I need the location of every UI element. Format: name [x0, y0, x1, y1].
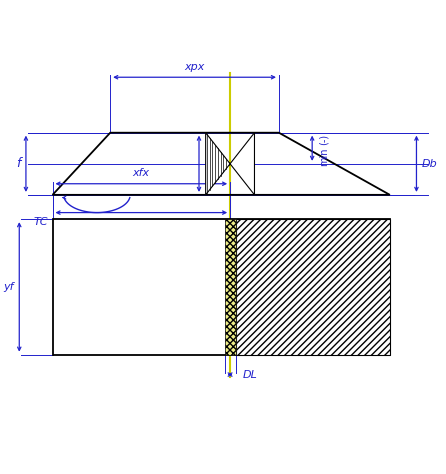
Text: min: min	[319, 148, 329, 166]
Text: (+)xom: (+)xom	[209, 147, 218, 181]
Text: xpx: xpx	[184, 62, 205, 72]
Text: yf: yf	[4, 282, 14, 292]
Polygon shape	[206, 133, 230, 195]
Text: xfx: xfx	[133, 168, 150, 178]
Text: Db: Db	[422, 159, 438, 169]
Polygon shape	[230, 133, 255, 195]
Bar	[235, 219, 390, 355]
Text: (-): (-)	[319, 134, 329, 145]
Bar	[224, 219, 235, 355]
Text: f: f	[16, 157, 21, 170]
Text: TC: TC	[33, 217, 48, 227]
Bar	[53, 219, 390, 355]
Text: DL: DL	[242, 370, 257, 380]
